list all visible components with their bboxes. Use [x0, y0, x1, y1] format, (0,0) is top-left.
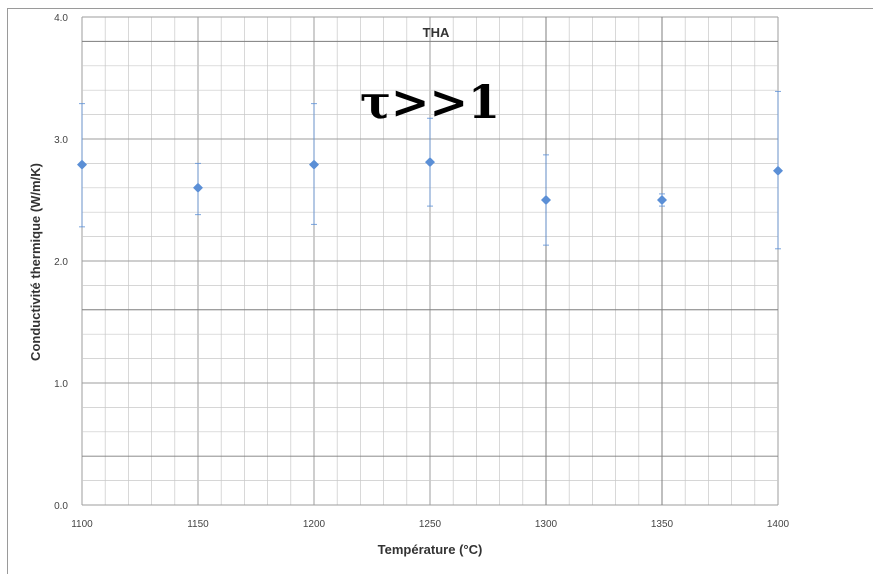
x-tick-label: 1400 — [767, 519, 790, 530]
data-point — [193, 182, 203, 193]
y-tick-label: 1.0 — [54, 379, 68, 390]
x-tick-label: 1300 — [535, 519, 558, 530]
data-point — [773, 165, 783, 176]
x-tick-label: 1350 — [651, 519, 674, 530]
y-axis-label: Conductivité thermique (W/m/K) — [28, 163, 43, 361]
x-tick-label: 1250 — [419, 519, 442, 530]
y-tick-label: 3.0 — [54, 135, 68, 146]
data-point — [309, 159, 319, 170]
y-tick-label: 4.0 — [54, 13, 68, 24]
y-tick-label: 2.0 — [54, 257, 68, 268]
data-points — [77, 157, 783, 205]
data-point — [77, 159, 87, 170]
y-tick-labels: 0.0 1.0 2.0 3.0 4.0 — [54, 13, 68, 512]
x-tick-label: 1150 — [187, 519, 209, 530]
x-tick-label: 1100 — [71, 519, 93, 530]
x-tick-label: 1200 — [303, 519, 326, 530]
data-point — [541, 195, 551, 205]
x-tick-labels: 1100 1150 1200 1250 1300 1350 1400 — [71, 519, 789, 530]
y-tick-label: 0.0 — [54, 501, 68, 512]
grid — [81, 16, 779, 506]
chart-title: THA — [423, 25, 450, 40]
tau-annotation: τ>>1 — [360, 75, 500, 129]
chart-frame — [7, 8, 873, 574]
data-point — [425, 157, 435, 168]
x-axis-label: Température (°C) — [378, 542, 483, 557]
data-point — [657, 195, 667, 205]
